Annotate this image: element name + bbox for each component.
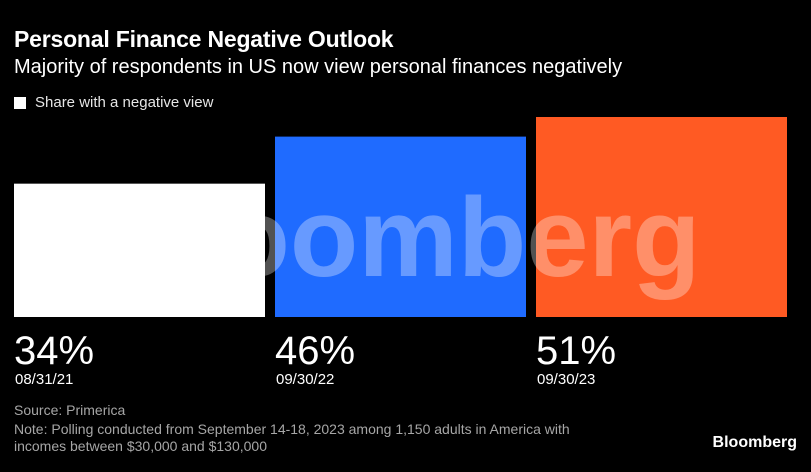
bloomberg-watermark: Bloomberg — [109, 175, 700, 300]
legend: Share with a negative view — [14, 94, 213, 111]
legend-label: Share with a negative view — [35, 94, 214, 111]
source-text: Source: Primerica — [14, 402, 126, 418]
category-label: 09/30/22 — [276, 371, 334, 388]
legend-swatch — [14, 96, 26, 109]
bar-09/30/23 — [536, 117, 787, 317]
value-label: 51% — [536, 329, 616, 373]
bloomberg-logo: Bloomberg — [712, 434, 797, 451]
category-label: 09/30/23 — [537, 371, 595, 388]
bar-09/30/22 — [275, 136, 526, 317]
category-label: 08/31/21 — [15, 371, 73, 388]
chart-subtitle: Majority of respondents in US now view p… — [14, 56, 623, 78]
chart-title: Personal Finance Negative Outlook — [14, 26, 394, 52]
value-label: 46% — [275, 329, 355, 373]
value-label: 34% — [14, 329, 94, 373]
bar-08/31/21 — [14, 183, 265, 317]
note-text: Note: Polling conducted from September 1… — [14, 421, 570, 454]
